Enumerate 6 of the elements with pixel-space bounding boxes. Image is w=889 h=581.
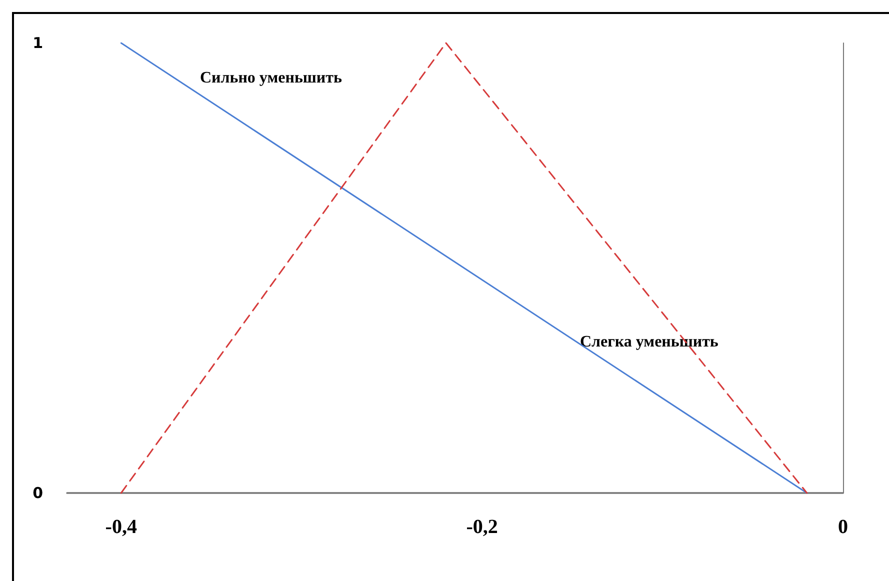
x-tick-label: -0,4: [105, 516, 137, 538]
x-tick-label: 0: [838, 516, 848, 538]
annotation: Слегка уменьшить: [580, 334, 719, 350]
y-tick-label: 1: [32, 34, 43, 52]
x-tick-label: -0,2: [466, 516, 498, 538]
annotation: Сильно уменьшить: [200, 70, 342, 86]
